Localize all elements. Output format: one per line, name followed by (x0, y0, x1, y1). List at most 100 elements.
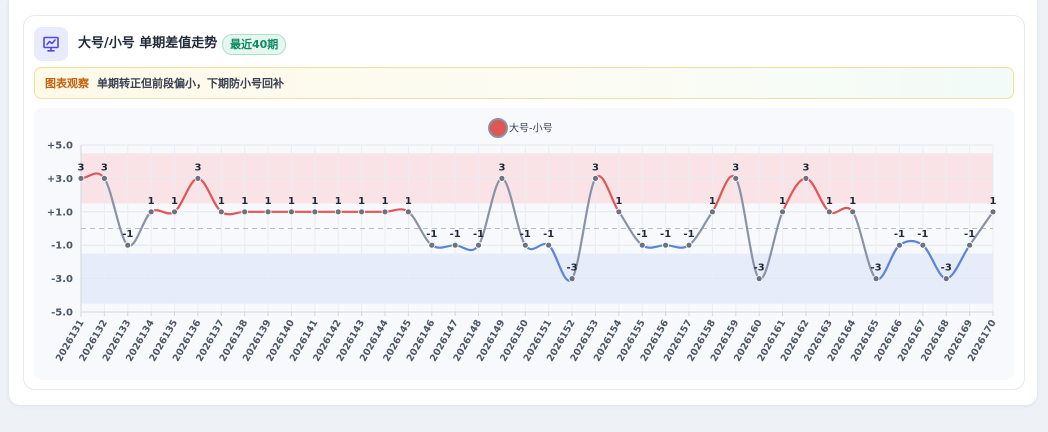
data-point (428, 241, 436, 249)
data-label: -1 (473, 229, 484, 240)
data-label: -1 (520, 229, 531, 240)
data-point (942, 275, 950, 283)
line-chart: +5.0 +3.0 +1.0 -1.0 -3.0 -5.0 3 3 -1 1 1 3 1 1 1 1 1 1 1 1 1… (47, 118, 999, 364)
data-label: -3 (754, 263, 765, 274)
data-point (685, 241, 693, 249)
data-label: 3 (101, 162, 108, 173)
data-point (849, 208, 857, 216)
data-label: 3 (592, 162, 599, 173)
data-point (404, 208, 412, 216)
data-label: 1 (148, 196, 155, 207)
data-label: 1 (335, 196, 342, 207)
data-label: 1 (265, 196, 272, 207)
data-label: 1 (709, 196, 716, 207)
y-tick-label: -3.0 (51, 274, 73, 285)
data-point (124, 241, 132, 249)
period-badge[interactable]: 最近40期 (222, 34, 287, 55)
data-label: -1 (917, 229, 928, 240)
data-label: -3 (567, 263, 578, 274)
data-point (358, 208, 366, 216)
y-tick-label: -1.0 (51, 241, 73, 252)
presentation-chart-icon (34, 27, 68, 61)
y-tick-label: -5.0 (51, 308, 73, 319)
chart-panel: +5.0 +3.0 +1.0 -1.0 -3.0 -5.0 3 3 -1 1 1 3 1 1 1 1 1 1 1 1 1… (34, 108, 1014, 380)
y-tick-label: +3.0 (47, 174, 73, 185)
data-label: -1 (122, 229, 133, 240)
data-label: 1 (288, 196, 295, 207)
data-point (288, 208, 295, 216)
data-label: 3 (78, 162, 85, 173)
data-point (194, 175, 202, 182)
data-point (171, 208, 178, 216)
data-label: -3 (871, 263, 882, 274)
data-point (896, 241, 903, 249)
data-label: 1 (382, 196, 389, 207)
data-label: 3 (802, 162, 809, 173)
series-line-segment (851, 210, 878, 280)
data-label: 1 (311, 196, 318, 207)
data-label: -3 (941, 263, 952, 274)
series-line-segment (734, 177, 761, 280)
series-line-segment (570, 177, 597, 280)
y-tick-label: +5.0 (47, 141, 73, 152)
data-label: 1 (990, 196, 997, 207)
data-label: 3 (498, 162, 505, 173)
data-label: -1 (964, 229, 975, 240)
data-point (521, 241, 529, 249)
data-label: 1 (826, 196, 833, 207)
legend-label: 大号-小号 (509, 122, 553, 135)
data-point (919, 241, 927, 249)
series-line-segment (454, 244, 480, 252)
data-point (989, 208, 997, 216)
data-label: 1 (779, 196, 786, 207)
data-label: -1 (660, 229, 671, 240)
data-point (217, 208, 225, 216)
series-line-segment (968, 210, 995, 247)
data-point (872, 275, 880, 283)
data-point (147, 208, 155, 216)
observation-label: 图表观察 (45, 77, 89, 90)
data-point (334, 208, 342, 216)
data-label: 1 (849, 196, 856, 207)
data-point (77, 175, 85, 182)
data-point (825, 208, 833, 216)
observation-banner: 图表观察 单期转正但前段偏小，下期防小号回补 (34, 67, 1014, 99)
data-label: 3 (194, 162, 201, 173)
chart-title: 大号/小号 单期差值走势 (78, 36, 218, 51)
data-point (568, 275, 576, 283)
series-line-segment (103, 177, 129, 247)
data-point (708, 208, 716, 216)
data-point (755, 275, 763, 283)
data-point (498, 175, 506, 182)
y-tick-label: +1.0 (47, 207, 73, 218)
data-point (615, 208, 623, 216)
data-label: -1 (637, 229, 648, 240)
data-point (475, 241, 482, 249)
data-point (264, 208, 272, 216)
data-label: 1 (358, 196, 365, 207)
data-label: -1 (894, 229, 905, 240)
data-label: -1 (450, 229, 461, 240)
observation-text: 单期转正但前段偏小，下期防小号回补 (97, 77, 284, 90)
data-point (779, 208, 786, 216)
legend-marker (488, 118, 508, 138)
data-point (241, 208, 249, 216)
data-point (545, 241, 553, 249)
data-label: 1 (241, 196, 248, 207)
data-label: 1 (171, 196, 178, 207)
data-point (451, 241, 459, 249)
data-label: 3 (732, 162, 739, 173)
data-label: 1 (218, 196, 225, 207)
data-point (662, 241, 670, 249)
data-point (966, 241, 974, 249)
data-point (638, 241, 646, 249)
data-point (732, 175, 740, 182)
data-point (100, 175, 108, 182)
data-label: -1 (683, 229, 694, 240)
series-line-segment (898, 239, 924, 247)
data-point (311, 208, 319, 216)
data-point (802, 175, 810, 182)
data-label: -1 (426, 229, 437, 240)
data-point (381, 208, 389, 216)
data-label: 1 (405, 196, 412, 207)
